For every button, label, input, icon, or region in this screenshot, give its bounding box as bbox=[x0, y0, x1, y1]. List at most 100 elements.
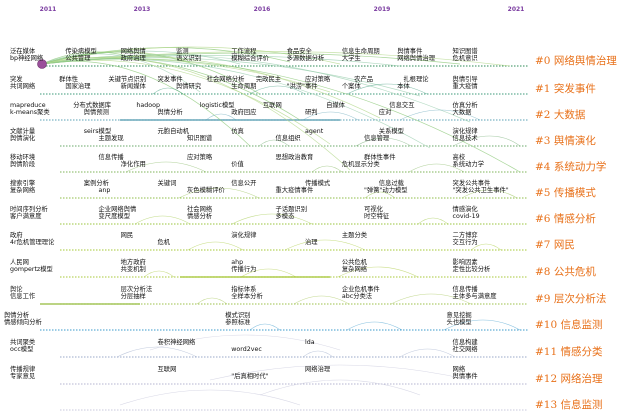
hub-node bbox=[37, 59, 47, 69]
term-label: 网络治理 bbox=[305, 364, 331, 373]
term-label: 应对策略 bbox=[187, 152, 213, 161]
term-label: 治理 bbox=[305, 237, 318, 246]
term-label: 信息构建 bbox=[453, 337, 479, 346]
link-arc bbox=[116, 346, 198, 358]
term-label: anp bbox=[99, 187, 111, 194]
link-arc bbox=[231, 213, 313, 225]
term-label: 舆情引导 bbox=[453, 74, 478, 83]
term-label: 传播模式 bbox=[305, 178, 331, 187]
term-label: 搜索引擎 bbox=[10, 178, 36, 187]
term-label: 知识图谱 bbox=[187, 133, 213, 142]
term-label: 情感分析 bbox=[187, 211, 213, 220]
term-label: 影响因素 bbox=[453, 257, 478, 266]
term-label: 政府回应 bbox=[231, 107, 257, 116]
link-arcs bbox=[41, 46, 521, 406]
term-label: 共词网络 bbox=[10, 81, 36, 90]
link-arc bbox=[293, 295, 350, 305]
term-label: 大数据 bbox=[453, 107, 473, 116]
term-label: 群体性 bbox=[59, 74, 78, 83]
term-label: "后真相时代" bbox=[231, 371, 268, 380]
term-label: ahp bbox=[231, 259, 243, 266]
term-label: 模糊综合评价 bbox=[231, 53, 269, 62]
cluster-label: #6 情感分析 bbox=[535, 212, 596, 225]
link-arc bbox=[178, 187, 260, 199]
term-label: 子话题识别 bbox=[276, 204, 307, 213]
term-label: 层次分析法 bbox=[121, 284, 152, 293]
term-label: 突发事件 bbox=[158, 74, 183, 83]
link-arc bbox=[302, 350, 334, 358]
term-label: 国家治理 bbox=[65, 81, 91, 90]
term-label: 系统动力学 bbox=[453, 159, 484, 168]
term-label: 企业危机事件 bbox=[342, 284, 380, 293]
cluster-label: #8 公共危机 bbox=[535, 265, 596, 278]
year-label: 2016 bbox=[254, 6, 271, 13]
term-label: 二方博弈 bbox=[453, 230, 478, 239]
link-arc bbox=[355, 137, 412, 147]
term-label: 重大疫情事件 bbox=[276, 185, 314, 194]
term-label: 舆论 bbox=[10, 284, 23, 293]
link-arc bbox=[337, 266, 419, 278]
cluster-label: #5 传播模式 bbox=[535, 186, 596, 199]
term-label: 危机显示分类 bbox=[342, 159, 380, 168]
term-label: 地方政府 bbox=[121, 257, 146, 266]
term-label: 社会网络分析 bbox=[207, 74, 245, 83]
term-label: 舆情预测 bbox=[84, 107, 109, 116]
term-label: gompertz模型 bbox=[10, 264, 53, 273]
link-arc bbox=[134, 215, 191, 225]
term-label: 网民 bbox=[121, 231, 134, 239]
term-label: 自媒体 bbox=[326, 100, 346, 109]
term-label: 意见挖掘 bbox=[447, 310, 472, 319]
link-arc bbox=[41, 51, 261, 95]
term-label: 人民网 bbox=[10, 258, 29, 266]
term-label: 舆情事件 bbox=[397, 46, 422, 55]
term-label: "弹簧"动力模型 bbox=[364, 185, 408, 194]
term-label: bp神经网络 bbox=[10, 53, 44, 62]
term-label: 企业网络舆情 bbox=[99, 204, 137, 213]
term-label: 共变机制 bbox=[121, 264, 146, 273]
term-label: 语义识别 bbox=[176, 53, 201, 62]
link-arc bbox=[284, 239, 366, 251]
term-label: 信息传播 bbox=[453, 284, 479, 293]
term-label: 关键词 bbox=[158, 178, 177, 187]
term-label: 案例分析 bbox=[84, 178, 110, 187]
cluster-label: #2 大数据 bbox=[535, 108, 586, 121]
term-label: 变尺度模型 bbox=[99, 211, 130, 220]
link-arc bbox=[390, 293, 472, 305]
term-label: 信息生命周期 bbox=[342, 46, 380, 55]
link-arc bbox=[346, 83, 428, 95]
term-label: 模式识别 bbox=[225, 310, 250, 319]
cluster-label: #1 突发事件 bbox=[535, 82, 596, 95]
term-label: "洪涝"事件 bbox=[287, 81, 318, 90]
link-arc bbox=[149, 334, 341, 351]
term-label: 舆情研究 bbox=[176, 81, 202, 90]
term-label: seirs模型 bbox=[84, 126, 111, 135]
cluster-label: #0 网络舆情治理 bbox=[535, 54, 617, 67]
year-label: 2013 bbox=[134, 6, 151, 13]
link-arc bbox=[470, 243, 502, 251]
term-label: 分布式数据库 bbox=[73, 100, 111, 109]
link-arc bbox=[205, 113, 237, 121]
cluster-terms: 泛在媒体 传染病模型 网络舆情 监测 工作流程 食品安全 信息生命周期 舆情事件 知识图谱bp神… bbox=[4, 46, 509, 380]
term-label: 个案体 bbox=[342, 81, 362, 90]
term-label: 互联网 bbox=[158, 364, 177, 373]
term-label: 移动环境 bbox=[10, 152, 35, 161]
term-label: 仿真分析 bbox=[453, 100, 479, 109]
term-label: 共词聚类 bbox=[10, 337, 36, 346]
term-label: 政府治理 bbox=[121, 53, 147, 62]
link-arc bbox=[259, 379, 421, 396]
term-label: lda bbox=[305, 339, 315, 346]
link-arc bbox=[443, 319, 521, 331]
term-label: 卷积神经网络 bbox=[158, 337, 196, 346]
term-label: 社交网络 bbox=[453, 344, 479, 353]
term-label: 重大疫情 bbox=[453, 81, 479, 90]
year-label: 2011 bbox=[40, 6, 57, 13]
term-label: 客户满意度 bbox=[10, 211, 42, 220]
term-label: 参照标准 bbox=[225, 317, 250, 326]
term-label: 演化规律 bbox=[231, 230, 257, 239]
term-label: 舆情事件 bbox=[453, 371, 478, 380]
term-label: 危机意识 bbox=[453, 53, 478, 62]
link-arc bbox=[152, 87, 184, 95]
term-label: 头也模型 bbox=[447, 317, 472, 326]
term-label: 可视化 bbox=[364, 204, 384, 213]
term-label: 信息工作 bbox=[10, 291, 36, 300]
